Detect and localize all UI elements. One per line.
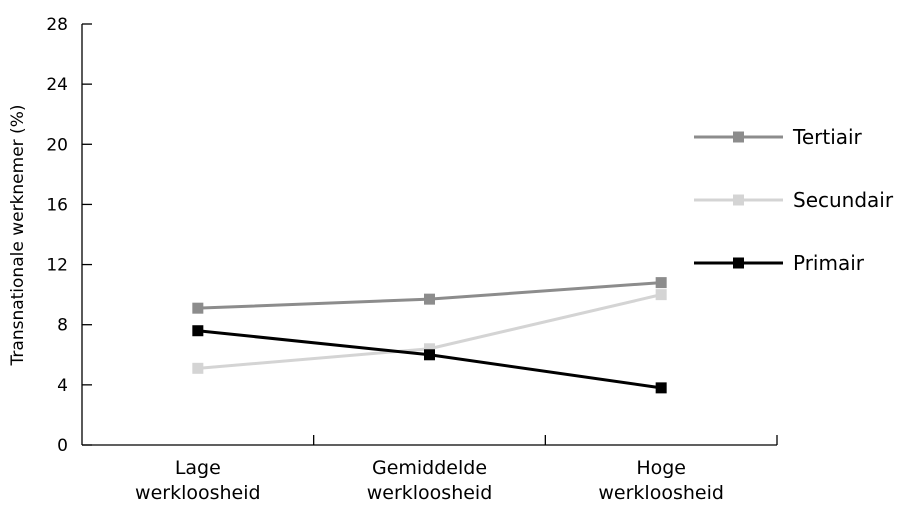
y-axis-title: Transnationale werknemer (%): [8, 105, 28, 367]
axes: [81, 24, 777, 446]
data-point-marker: [192, 325, 204, 337]
y-tick-label: 4: [57, 376, 68, 396]
data-point-marker: [424, 343, 435, 355]
series-group: [192, 277, 667, 394]
y-tick-label: 20: [46, 135, 68, 155]
y-tick-label: 12: [46, 256, 68, 276]
legend-marker: [733, 194, 744, 206]
x-category-label: Hoge: [636, 457, 686, 479]
x-category-label: Lage: [175, 457, 221, 479]
legend-label: Secundair: [793, 188, 894, 212]
legend-label: Primair: [793, 251, 865, 275]
data-point-marker: [192, 302, 204, 314]
data-point-marker: [424, 293, 435, 305]
data-point-marker: [655, 382, 667, 394]
y-tick-label: 16: [46, 195, 68, 215]
data-point-marker: [424, 349, 435, 361]
y-tick-label: 0: [57, 436, 68, 456]
y-tick-label: 8: [57, 316, 68, 336]
x-category-label: werkloosheid: [135, 482, 261, 504]
data-point-marker: [655, 289, 667, 301]
legend-marker: [733, 257, 744, 269]
data-point-marker: [192, 362, 204, 374]
legend-marker: [733, 131, 744, 143]
y-ticks: 0 4 8 12 16 20 24 28: [46, 15, 92, 456]
y-tick-label: 24: [46, 75, 68, 95]
x-ticks: Lage werkloosheid Gemiddelde werkloosheid Ho…: [135, 435, 778, 504]
data-point-marker: [655, 277, 667, 289]
legend: Tertiair Secundair Primair: [694, 125, 894, 275]
y-tick-label: 28: [46, 15, 68, 35]
x-category-label: Gemiddelde: [372, 457, 487, 479]
x-category-label: werkloosheid: [367, 482, 493, 504]
legend-label: Tertiair: [792, 125, 863, 149]
x-category-label: werkloosheid: [598, 482, 724, 504]
